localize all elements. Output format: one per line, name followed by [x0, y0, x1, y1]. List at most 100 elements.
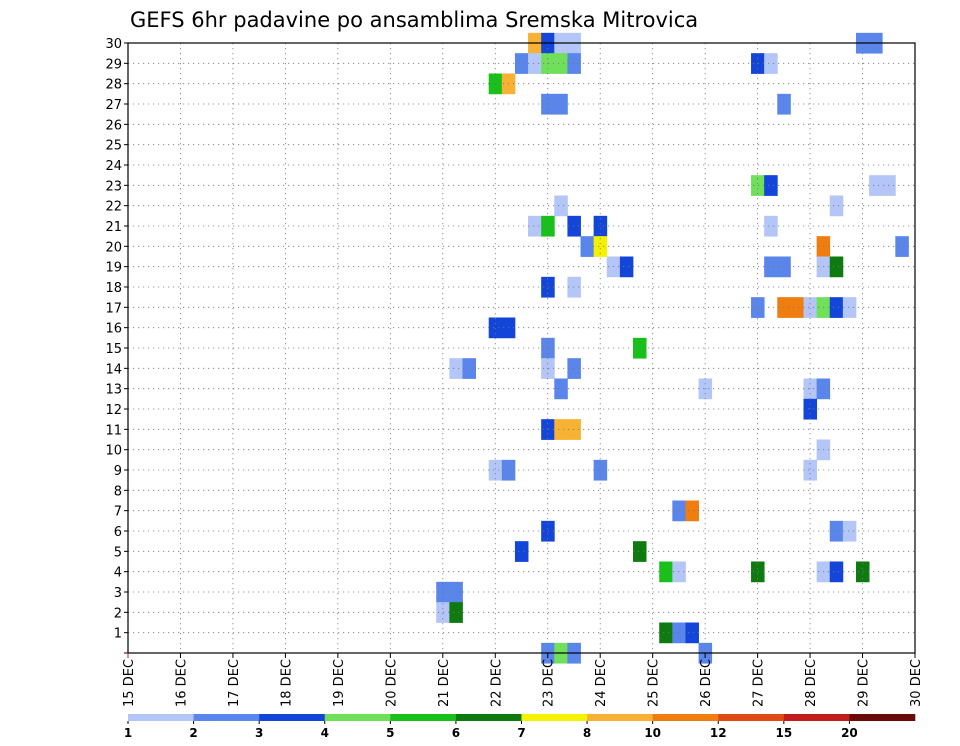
heat-cell [855, 561, 870, 583]
heat-cell [449, 581, 463, 603]
heat-cell [895, 236, 909, 257]
heat-cell [632, 541, 647, 562]
x-tick-label: 30 DEC [909, 659, 924, 707]
y-tick-label: 5 [114, 545, 122, 560]
x-tick-label: 28 DEC [804, 659, 819, 707]
y-tick-label: 7 [114, 505, 122, 520]
heat-cell [554, 93, 568, 115]
heat-cell [528, 215, 542, 237]
colorbar-label: 10 [644, 726, 661, 740]
heat-cell [751, 175, 765, 196]
heat-cell [869, 175, 883, 196]
heat-cell [619, 256, 634, 278]
y-tick-label: 15 [105, 342, 122, 357]
y-tick-label: 6 [114, 525, 122, 540]
heat-cell [632, 337, 647, 359]
heat-cell [541, 215, 555, 237]
y-tick-label: 14 [105, 362, 122, 377]
colorbar-swatch [259, 714, 326, 721]
heat-cell [554, 195, 568, 217]
y-tick-label: 30 [105, 37, 122, 52]
colorbar-swatch [849, 714, 916, 721]
chart-title: GEFS 6hr padavine po ansamblima Sremska … [130, 8, 698, 32]
x-tick-label: 27 DEC [752, 659, 767, 707]
y-tick-label: 18 [105, 281, 122, 296]
y-tick-label: 13 [105, 383, 122, 398]
colorbar-label: 20 [841, 726, 858, 740]
x-tick-label: 19 DEC [332, 659, 347, 707]
heat-cell [829, 297, 844, 318]
heat-cell [528, 53, 542, 74]
colorbar-swatch [718, 714, 785, 721]
heat-cell [514, 53, 529, 74]
x-axis: 15 DEC 16 DEC 17 DEC 18 DEC 19 DEC 20 DEC 21 D… [122, 653, 924, 707]
heat-cell [842, 297, 857, 318]
x-tick-label: 20 DEC [384, 659, 399, 707]
heat-cell [514, 541, 529, 562]
y-tick-label: 26 [105, 118, 122, 133]
y-tick-label: 16 [105, 322, 122, 337]
colorbar-swatch [783, 714, 850, 721]
y-tick-label: 12 [105, 403, 122, 418]
y-tick-label: 17 [105, 301, 122, 316]
heat-cell [790, 297, 804, 318]
heat-cell [449, 602, 463, 623]
x-tick-label: 24 DEC [594, 659, 609, 707]
y-tick-label: 24 [105, 159, 122, 174]
colorbar-label: 7 [517, 726, 525, 740]
colorbar-swatch [193, 714, 260, 721]
heat-cell [803, 459, 818, 481]
y-tick-label: 19 [105, 261, 122, 276]
colorbar-label: 8 [583, 726, 591, 740]
y-tick-label: 1 [114, 627, 122, 642]
heat-cell [842, 520, 857, 542]
y-tick-label: 2 [114, 606, 122, 621]
y-tick-label: 20 [105, 240, 122, 255]
colorbar-swatch [455, 714, 522, 721]
heat-cell [685, 622, 699, 644]
heat-cell [764, 256, 778, 278]
heat-cell [449, 358, 463, 379]
heat-cell [685, 500, 699, 522]
y-tick-label: 10 [105, 444, 122, 459]
x-tick-label: 17 DEC [227, 659, 242, 707]
colorbar-label: 1 [124, 726, 132, 740]
grid-layer [128, 43, 915, 653]
heat-cell [659, 622, 673, 644]
heat-cell [593, 215, 608, 237]
colorbar-swatch [390, 714, 457, 721]
colorbar-label: 5 [386, 726, 394, 740]
colorbar-label: 4 [321, 726, 329, 740]
x-tick-label: 23 DEC [542, 659, 557, 707]
x-tick-label: 21 DEC [437, 659, 452, 707]
y-tick-label: 28 [105, 78, 122, 93]
heat-cell [764, 175, 778, 196]
heat-cell [593, 236, 608, 257]
y-tick-label: 22 [105, 200, 122, 215]
y-tick-label: 21 [105, 220, 122, 235]
x-tick-label: 16 DEC [174, 659, 189, 707]
y-axis: 1234567891011121314151617181920212223242… [105, 37, 128, 654]
colorbar-swatch [587, 714, 653, 721]
heat-cell [554, 419, 568, 440]
colorbar-label: 3 [255, 726, 263, 740]
heat-cell [764, 215, 778, 237]
heat-cell [541, 419, 555, 440]
y-tick-label: 8 [114, 484, 122, 499]
x-tick-label: 26 DEC [699, 659, 714, 707]
colorbar-label: 6 [452, 726, 460, 740]
x-tick-label: 15 DEC [122, 659, 137, 707]
colorbar-swatch [652, 714, 719, 721]
heat-cell [554, 53, 568, 74]
heat-cell [829, 256, 844, 278]
cells-layer [436, 32, 909, 664]
heat-cell [462, 358, 476, 379]
y-tick-label: 27 [105, 98, 122, 113]
heat-cell [488, 317, 503, 339]
heat-cell [829, 195, 844, 217]
y-tick-label: 29 [105, 57, 122, 72]
colorbar-swatch [128, 714, 194, 721]
heat-cell [829, 520, 844, 542]
